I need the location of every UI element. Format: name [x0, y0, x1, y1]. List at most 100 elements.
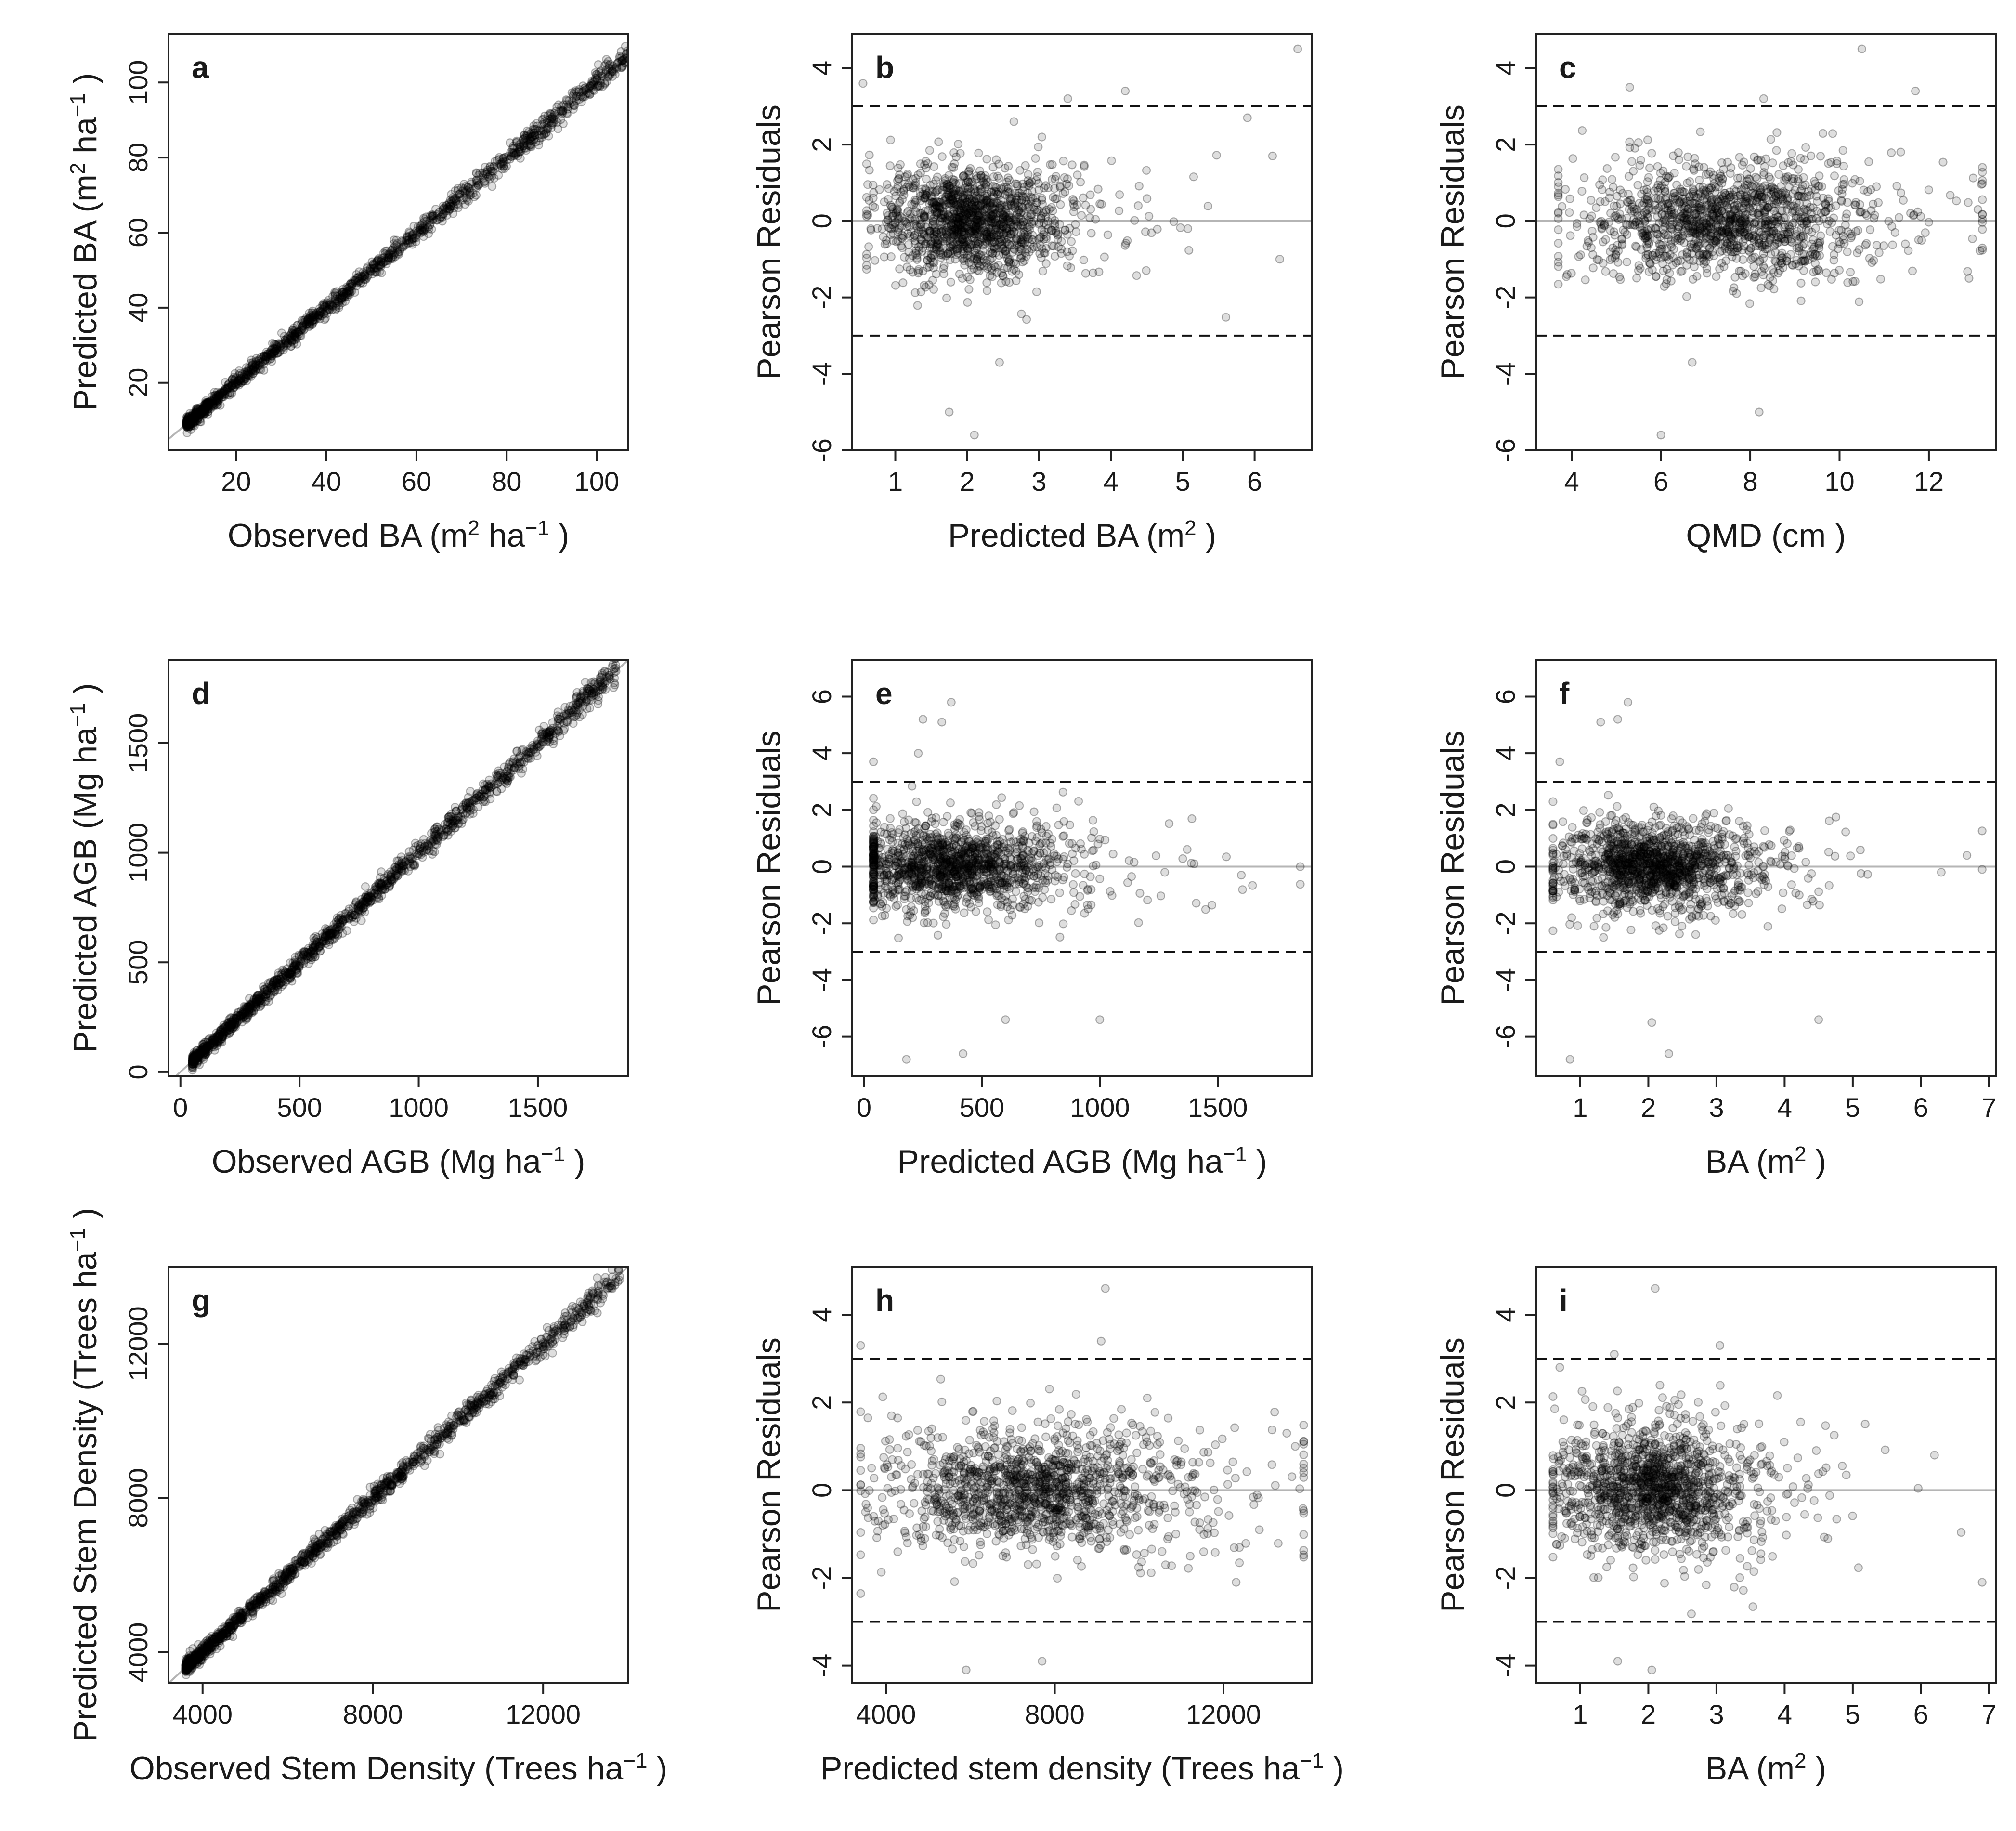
- data-point: [506, 155, 515, 164]
- data-point: [366, 263, 375, 273]
- data-point: [204, 398, 213, 407]
- data-point: [1780, 229, 1789, 238]
- data-point: [1708, 202, 1717, 211]
- data-point: [1028, 187, 1037, 196]
- data-point: [403, 238, 413, 248]
- data-point: [580, 84, 589, 93]
- data-point: [251, 364, 261, 374]
- data-point: [217, 392, 226, 402]
- data-point: [186, 419, 195, 429]
- data-point: [576, 92, 585, 101]
- data-point: [627, 55, 628, 60]
- data-point: [490, 174, 499, 183]
- data-point: [507, 152, 516, 161]
- data-point: [325, 305, 334, 314]
- data-point: [315, 304, 324, 314]
- data-point: [392, 235, 401, 245]
- data-point: [239, 376, 248, 385]
- x-tick-label: 12: [1914, 466, 1944, 497]
- data-point: [997, 215, 1006, 224]
- data-point: [302, 313, 311, 322]
- data-point: [385, 250, 394, 260]
- data-point: [1761, 154, 1770, 163]
- data-point: [337, 294, 346, 303]
- data-point: [916, 239, 925, 249]
- data-point: [925, 146, 934, 155]
- data-point: [255, 355, 264, 364]
- data-point: [454, 190, 463, 199]
- data-point: [1566, 231, 1575, 240]
- data-point: [1828, 129, 1837, 138]
- data-point: [421, 225, 430, 234]
- data-point: [322, 305, 331, 314]
- data-point: [525, 134, 534, 144]
- data-point: [481, 177, 490, 186]
- data-point: [201, 404, 210, 413]
- data-point: [225, 382, 234, 392]
- data-point: [1183, 224, 1193, 233]
- data-point: [570, 88, 579, 97]
- data-point: [1618, 239, 1627, 248]
- data-point: [305, 318, 314, 327]
- data-point: [182, 420, 191, 429]
- data-point: [418, 222, 428, 232]
- data-point: [919, 210, 928, 220]
- data-point: [351, 275, 360, 285]
- data-point: [1668, 225, 1677, 234]
- data-point: [982, 286, 992, 295]
- data-point: [454, 200, 463, 209]
- data-point: [1978, 215, 1987, 224]
- data-point: [280, 335, 290, 345]
- data-point: [409, 229, 418, 238]
- data-point: [255, 365, 264, 374]
- data-point: [981, 181, 990, 190]
- data-point: [420, 215, 429, 224]
- data-point: [898, 278, 908, 288]
- data-point: [1588, 233, 1598, 242]
- data-point: [1637, 245, 1646, 254]
- data-point: [1749, 196, 1758, 206]
- data-point: [515, 140, 524, 149]
- data-point: [1688, 199, 1697, 208]
- data-point: [479, 171, 488, 180]
- data-point: [1807, 228, 1816, 237]
- data-point: [342, 283, 351, 292]
- data-point: [363, 262, 372, 272]
- data-point: [192, 404, 201, 413]
- data-point: [1838, 146, 1847, 155]
- data-point: [916, 287, 926, 297]
- data-point: [201, 399, 210, 408]
- data-point: [240, 374, 249, 383]
- data-point: [199, 404, 208, 413]
- data-point: [1896, 147, 1905, 157]
- data-point: [377, 256, 386, 265]
- data-point: [1818, 129, 1828, 138]
- data-point: [1622, 257, 1631, 267]
- x-tick-label: 40: [312, 466, 341, 497]
- data-point: [1879, 241, 1888, 250]
- data-point: [869, 181, 878, 190]
- data-point: [214, 396, 223, 405]
- data-point: [219, 388, 228, 397]
- data-point: [401, 235, 410, 245]
- data-point: [532, 125, 541, 134]
- data-point: [1964, 198, 1973, 207]
- data-point: [359, 275, 368, 284]
- data-point: [195, 408, 204, 418]
- data-point: [283, 333, 292, 342]
- data-point: [204, 400, 213, 410]
- data-point: [605, 69, 615, 78]
- data-point: [276, 341, 285, 351]
- data-point: [1613, 192, 1622, 201]
- data-point: [188, 416, 197, 425]
- data-point: [1055, 181, 1065, 190]
- data-point: [558, 109, 567, 118]
- data-point: [285, 331, 295, 340]
- data-point: [494, 155, 504, 164]
- data-point: [540, 117, 549, 126]
- data-point: [511, 150, 520, 159]
- data-point: [572, 87, 582, 96]
- data-point: [525, 132, 534, 142]
- data-point: [1600, 197, 1610, 206]
